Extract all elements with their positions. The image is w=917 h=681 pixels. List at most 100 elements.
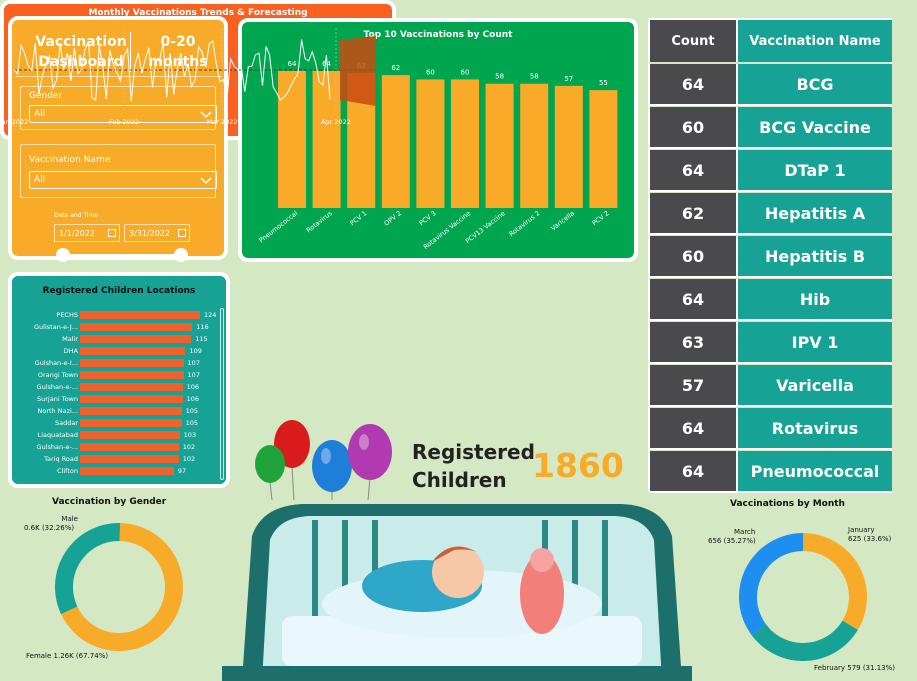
table-row[interactable]: 60 BCG Vaccine bbox=[650, 107, 892, 149]
trend-x-tick: Feb 2022 bbox=[109, 118, 139, 126]
location-bar[interactable] bbox=[80, 347, 186, 355]
location-row[interactable]: Clifton 97 bbox=[12, 466, 226, 476]
location-row[interactable]: Saddar 105 bbox=[12, 418, 226, 428]
locations-scrollbar[interactable] bbox=[220, 308, 224, 480]
table-row[interactable]: 62 Hepatitis A bbox=[650, 193, 892, 235]
location-row[interactable]: North Nazi... 105 bbox=[12, 406, 226, 416]
location-bar[interactable] bbox=[80, 431, 180, 439]
dashboard-title: Vaccination Dashboard bbox=[35, 34, 127, 70]
month-slice-february[interactable] bbox=[751, 620, 858, 661]
location-bar[interactable] bbox=[80, 395, 183, 403]
top10-bar[interactable] bbox=[278, 70, 306, 208]
top10-bar[interactable] bbox=[381, 75, 410, 208]
table-cell-name: Hib bbox=[736, 279, 892, 321]
registered-children-value: 1860 bbox=[532, 446, 624, 485]
top10-bar[interactable] bbox=[451, 79, 479, 208]
trend-line[interactable] bbox=[13, 39, 331, 102]
location-name: Liaquatabad bbox=[37, 431, 78, 439]
location-row[interactable]: Tariq Road 102 bbox=[12, 454, 226, 464]
age-range-title: 0-20 months bbox=[148, 34, 208, 70]
trend-x-tick: Mar 2022 bbox=[207, 118, 238, 126]
table-row[interactable]: 60 Hepatitis B bbox=[650, 236, 892, 278]
table-cell-count: 60 bbox=[650, 236, 736, 278]
gender-dropdown[interactable]: All bbox=[29, 105, 217, 123]
table-row[interactable]: 64 Hib bbox=[650, 279, 892, 321]
top10-bar-value: 57 bbox=[564, 75, 573, 83]
top10-bar[interactable] bbox=[554, 85, 583, 208]
chevron-down-icon bbox=[200, 177, 212, 185]
top10-bar-value: 60 bbox=[461, 68, 470, 76]
female-label: Female 1.26K (67.74%) bbox=[26, 652, 109, 660]
location-value: 105 bbox=[185, 419, 199, 427]
location-bar[interactable] bbox=[80, 311, 200, 319]
table-cell-name: BCG bbox=[736, 64, 892, 106]
date-slider-end-handle[interactable] bbox=[174, 248, 188, 262]
location-name: Saddar bbox=[54, 419, 78, 427]
vaccine-slicer: Vaccination Name All bbox=[20, 144, 217, 198]
calendar-icon[interactable] bbox=[108, 229, 116, 237]
location-row[interactable]: Liaquatabad 103 bbox=[12, 430, 226, 440]
gender-slice-male[interactable] bbox=[54, 523, 121, 615]
top10-bar-value: 60 bbox=[426, 68, 435, 76]
location-row[interactable]: Gulistan-e-J... 116 bbox=[12, 322, 226, 332]
table-header-count[interactable]: Count bbox=[650, 20, 736, 62]
top10-category-label: OPV 2 bbox=[383, 209, 403, 227]
gender-slice-female[interactable] bbox=[61, 523, 184, 651]
location-name: Gulistan-e-J... bbox=[34, 323, 78, 331]
location-bar[interactable] bbox=[80, 455, 179, 463]
table-row[interactable]: 64 Rotavirus bbox=[650, 408, 892, 450]
dashboard-header: Vaccination Dashboard 0-20 months bbox=[12, 28, 224, 76]
month-slice-march[interactable] bbox=[739, 533, 803, 636]
location-value: 124 bbox=[204, 311, 217, 319]
location-row[interactable]: PECHS 124 bbox=[12, 310, 226, 320]
top10-category-label: Varicella bbox=[549, 209, 576, 232]
vaccine-dropdown[interactable]: All bbox=[29, 171, 217, 189]
location-value: 116 bbox=[196, 323, 209, 331]
location-bar[interactable] bbox=[80, 383, 183, 391]
top10-category-label: Pneumococcal bbox=[257, 209, 299, 244]
top10-bar[interactable] bbox=[589, 90, 618, 208]
date-end-input[interactable]: 3/31/2022 bbox=[124, 224, 190, 242]
top10-bar-value: 64 bbox=[288, 60, 297, 68]
top10-category-label: Rotavirus bbox=[305, 209, 334, 234]
top10-bar[interactable] bbox=[485, 83, 514, 208]
table-row[interactable]: 64 BCG bbox=[650, 64, 892, 106]
location-bar[interactable] bbox=[80, 335, 192, 343]
february-label: February 579 (31.13%) bbox=[814, 664, 895, 672]
top10-bar[interactable] bbox=[416, 79, 445, 208]
calendar-icon[interactable] bbox=[178, 229, 186, 237]
top10-category-label: Rotavirus 2 bbox=[508, 209, 542, 238]
table-row[interactable]: 64 Pneumococcal bbox=[650, 451, 892, 493]
location-bar[interactable] bbox=[80, 419, 182, 427]
location-row[interactable]: Gulshan-e-... 106 bbox=[12, 382, 226, 392]
location-row[interactable]: Gulshan-e-I... 107 bbox=[12, 358, 226, 368]
location-bar[interactable] bbox=[80, 359, 184, 367]
table-row[interactable]: 63 IPV 1 bbox=[650, 322, 892, 364]
table-cell-count: 63 bbox=[650, 322, 736, 364]
location-bar[interactable] bbox=[80, 467, 174, 475]
month-donut bbox=[739, 533, 867, 661]
location-bar[interactable] bbox=[80, 407, 182, 415]
location-row[interactable]: Surjani Town 106 bbox=[12, 394, 226, 404]
date-slider-start-handle[interactable] bbox=[56, 248, 70, 262]
table-row[interactable]: 57 Varicella bbox=[650, 365, 892, 407]
top10-bar[interactable] bbox=[520, 83, 549, 208]
top10-chart-title: Top 10 Vaccinations by Count bbox=[363, 30, 513, 40]
month-slice-january[interactable] bbox=[803, 533, 867, 630]
male-value: 0.6K (32.26%) bbox=[24, 524, 75, 532]
location-bar[interactable] bbox=[80, 443, 179, 451]
gender-donut-title: Vaccination by Gender bbox=[52, 497, 167, 507]
table-row[interactable]: 64 DTaP 1 bbox=[650, 150, 892, 192]
gender-donut bbox=[54, 523, 184, 651]
location-row[interactable]: Malir 115 bbox=[12, 334, 226, 344]
table-header-name[interactable]: Vaccination Name bbox=[736, 20, 892, 62]
date-start-input[interactable]: 1/1/2022 bbox=[54, 224, 120, 242]
location-row[interactable]: Gulshan-e-... 102 bbox=[12, 442, 226, 452]
locations-chart-title: Registered Children Locations bbox=[42, 286, 196, 296]
location-row[interactable]: DHA 109 bbox=[12, 346, 226, 356]
location-bar[interactable] bbox=[80, 323, 193, 331]
date-slider-track[interactable] bbox=[62, 254, 186, 257]
location-bar[interactable] bbox=[80, 371, 184, 379]
location-row[interactable]: Orangi Town 107 bbox=[12, 370, 226, 380]
